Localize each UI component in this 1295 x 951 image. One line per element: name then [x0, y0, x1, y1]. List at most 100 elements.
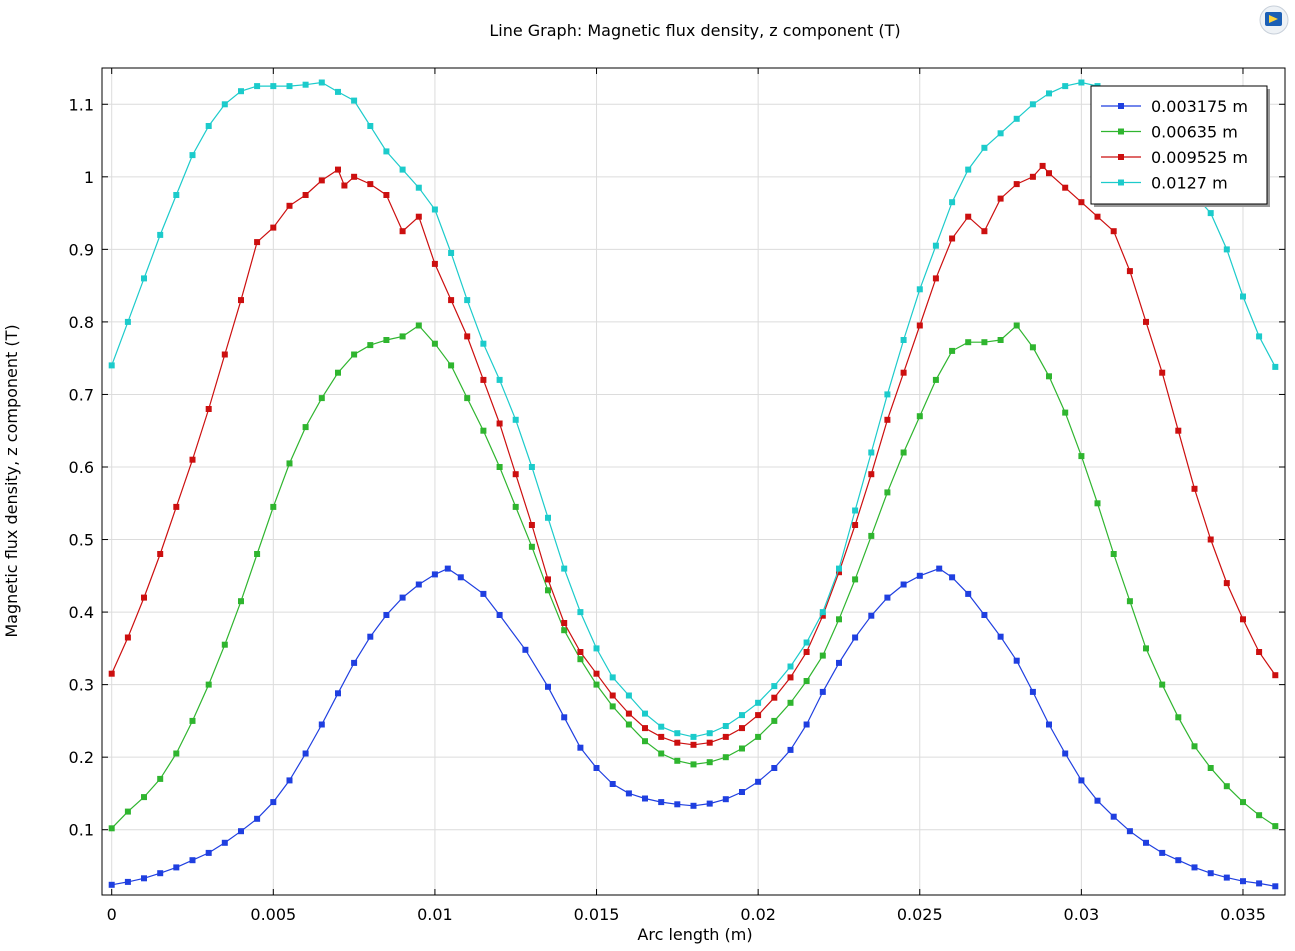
chart-title: Line Graph: Magnetic flux density, z com… [489, 21, 900, 40]
legend-entry-2: 0.009525 m [1101, 148, 1248, 167]
data-point-3-26 [528, 464, 535, 470]
data-point-2-49 [884, 416, 891, 423]
data-point-3-40 [755, 699, 762, 706]
data-point-0-30 [609, 781, 616, 787]
data-point-0-65 [1175, 857, 1182, 864]
data-point-1-20 [431, 340, 438, 347]
data-point-0-60 [1094, 797, 1101, 804]
data-point-1-27 [545, 587, 551, 594]
data-point-3-11 [286, 83, 293, 90]
data-point-1-11 [286, 460, 293, 467]
data-point-2-42 [771, 694, 778, 701]
data-point-3-45 [836, 565, 842, 572]
data-point-3-37 [706, 730, 713, 737]
data-point-3-70 [1240, 293, 1246, 300]
data-point-0-29 [593, 765, 600, 771]
legend-swatch-marker-1 [1118, 128, 1124, 135]
data-point-2-41 [755, 712, 762, 719]
data-point-3-47 [868, 449, 875, 456]
data-point-2-16 [351, 173, 358, 180]
data-point-0-33 [658, 799, 665, 806]
data-point-3-25 [512, 416, 519, 423]
data-point-1-9 [254, 551, 261, 557]
x-tick-label-0: 0 [107, 905, 117, 924]
data-point-1-14 [335, 369, 341, 376]
x-tick-label-6: 0.03 [1064, 905, 1100, 924]
data-point-3-49 [900, 337, 907, 343]
comsol-logo-icon[interactable] [1259, 5, 1289, 35]
data-point-3-24 [496, 376, 503, 383]
x-tick-labels: 0 0.005 0.01 0.015 0.02 0.025 0.03 0.035 [107, 905, 1266, 924]
data-point-3-69 [1223, 246, 1230, 253]
data-point-1-26 [528, 543, 535, 550]
data-point-1-58 [1046, 373, 1052, 380]
data-point-3-59 [1062, 83, 1069, 90]
data-point-2-33 [625, 710, 632, 717]
data-point-0-24 [496, 612, 503, 618]
data-point-0-26 [545, 683, 551, 690]
data-point-0-5 [189, 857, 196, 864]
data-point-0-41 [787, 746, 794, 753]
data-point-0-44 [836, 659, 842, 666]
data-point-1-37 [706, 759, 713, 766]
data-point-0-9 [254, 815, 261, 822]
data-point-1-34 [658, 750, 665, 757]
data-point-0-19 [415, 581, 422, 588]
data-point-3-21 [448, 250, 455, 256]
x-tick-label-5: 0.025 [897, 905, 943, 924]
data-point-3-30 [593, 645, 600, 652]
data-point-1-61 [1094, 500, 1101, 507]
data-point-3-60 [1078, 79, 1085, 86]
data-point-1-38 [722, 754, 729, 761]
data-point-0-18 [399, 594, 406, 601]
data-point-3-53 [965, 166, 972, 173]
data-point-1-39 [739, 745, 745, 752]
data-point-2-11 [286, 202, 293, 209]
data-point-1-68 [1207, 765, 1214, 771]
data-point-0-57 [1046, 721, 1052, 728]
x-tick-label-7: 0.035 [1220, 905, 1266, 924]
data-point-0-50 [936, 565, 943, 572]
data-point-3-7 [221, 101, 228, 108]
data-point-2-17 [367, 181, 374, 188]
data-point-2-63 [1094, 213, 1101, 220]
data-point-1-8 [238, 598, 244, 605]
data-point-0-20 [431, 571, 438, 578]
legend-label-1: 0.00635 m [1151, 123, 1238, 142]
data-point-1-29 [577, 656, 584, 663]
data-point-3-32 [625, 692, 632, 699]
data-point-0-62 [1126, 828, 1133, 835]
data-point-3-15 [351, 97, 358, 104]
grid [102, 68, 1285, 895]
data-point-0-40 [771, 765, 778, 771]
data-point-0-13 [318, 721, 325, 728]
axes [101, 67, 1286, 896]
data-point-0-4 [173, 864, 180, 871]
data-point-3-9 [254, 83, 261, 90]
series-1 [108, 322, 1279, 832]
data-point-1-28 [561, 627, 568, 634]
data-point-2-53 [949, 235, 956, 242]
data-point-1-57 [1029, 344, 1036, 351]
data-point-0-35 [690, 802, 697, 809]
data-point-3-10 [270, 83, 277, 90]
data-point-1-35 [674, 757, 681, 764]
data-point-0-67 [1207, 870, 1214, 877]
legend-swatch-marker-2 [1118, 154, 1124, 160]
legend: 0.003175 m 0.00635 m 0.009525 m 0.0127 m [1090, 85, 1270, 207]
data-point-1-3 [157, 775, 164, 782]
series-2 [108, 162, 1279, 748]
data-point-1-31 [609, 703, 616, 710]
data-point-1-2 [141, 794, 147, 801]
legend-entry-0: 0.003175 m [1101, 97, 1248, 116]
data-point-0-55 [1013, 657, 1020, 664]
data-point-1-32 [625, 721, 632, 728]
legend-label-2: 0.009525 m [1151, 148, 1248, 167]
data-point-3-12 [302, 81, 309, 88]
data-point-1-46 [852, 576, 859, 583]
data-point-1-43 [803, 678, 810, 684]
data-point-1-4 [173, 750, 180, 757]
data-point-0-34 [674, 801, 681, 808]
data-point-0-36 [706, 800, 713, 807]
data-point-1-56 [1013, 322, 1020, 329]
